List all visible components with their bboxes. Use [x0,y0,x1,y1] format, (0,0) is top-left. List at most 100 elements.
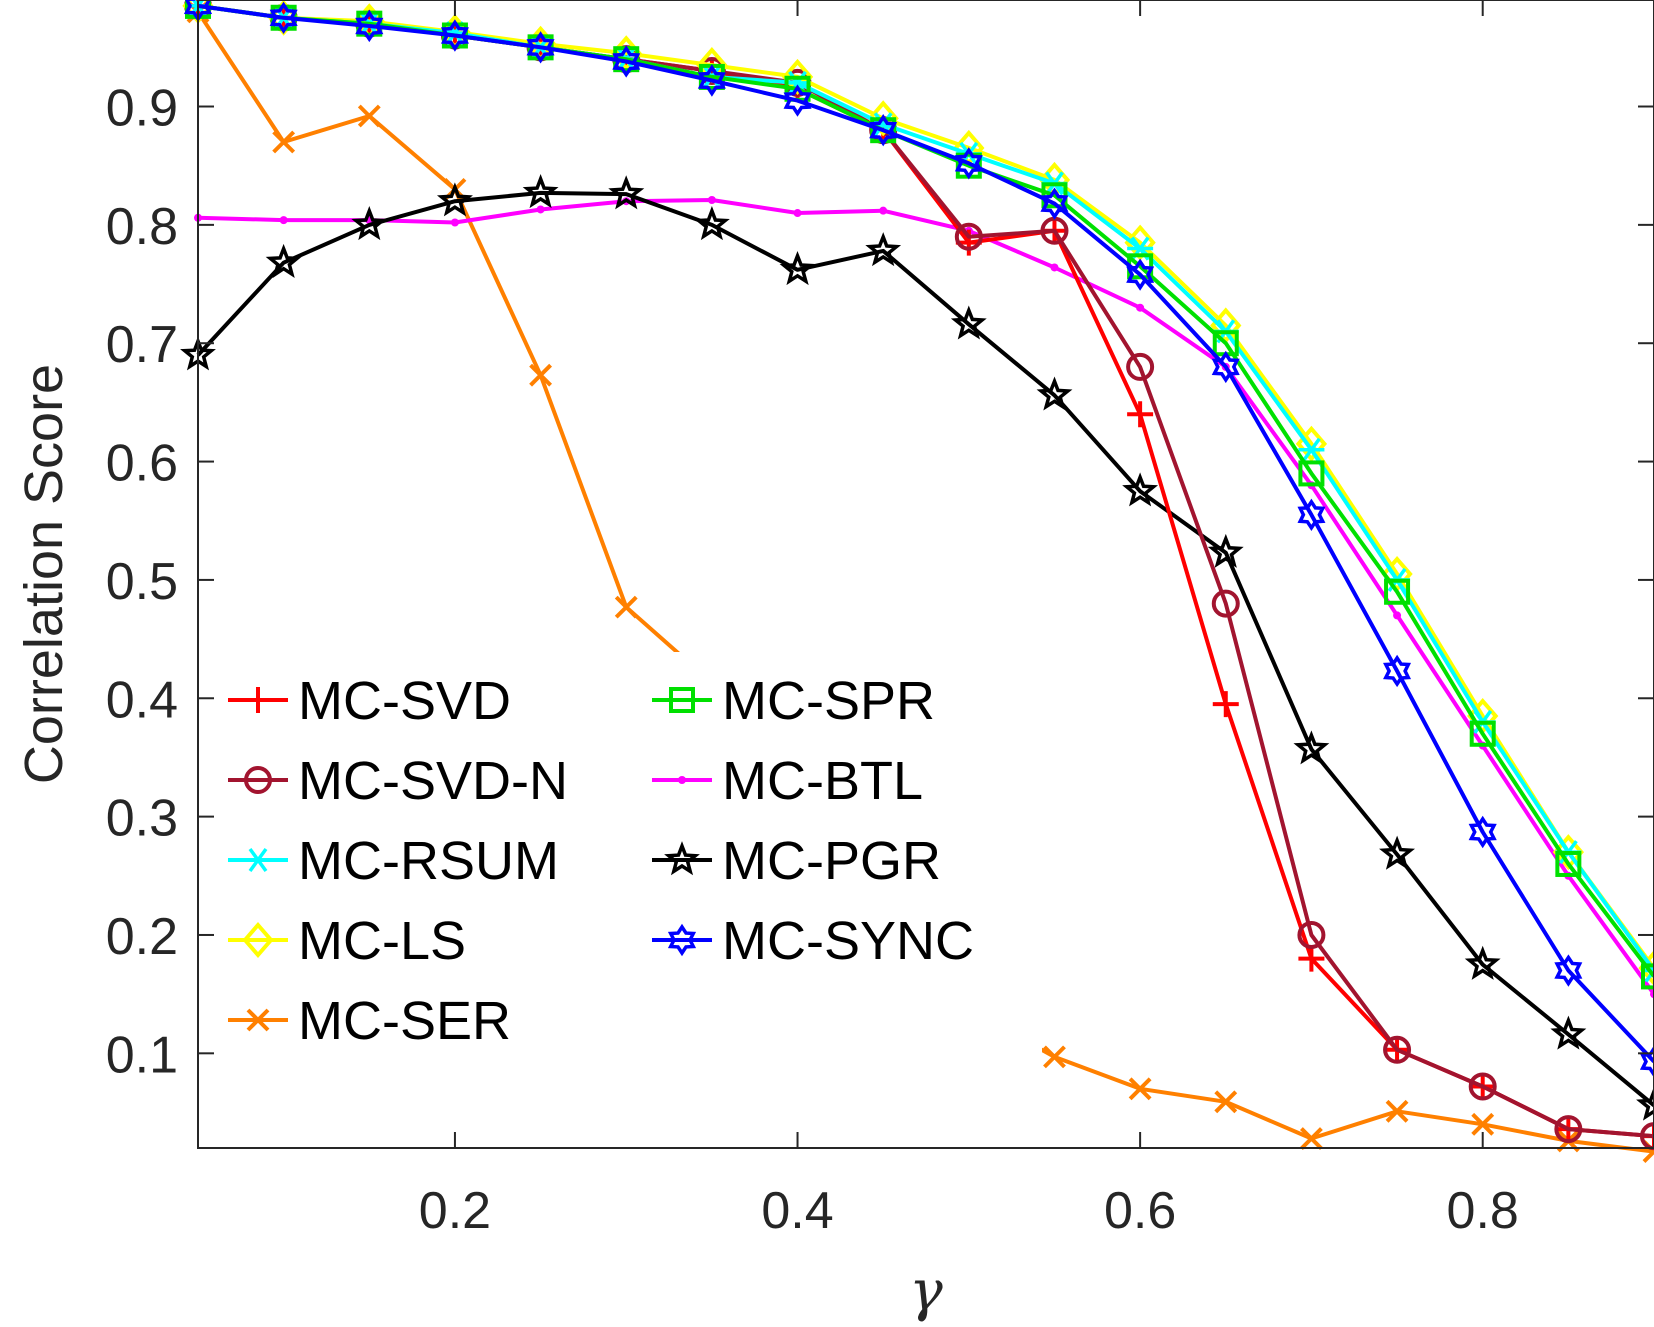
mc-btl-point [1136,303,1145,312]
mc-btl-point [707,196,716,205]
mc-ser-point [1128,1077,1152,1101]
y-tick-label: 0.5 [106,553,178,611]
mc-sync-point [1126,258,1155,291]
mc-btl-point [279,216,288,225]
mc-ser-point [1471,1112,1495,1136]
mc-btl-point [536,205,545,214]
y-tick-label: 0.8 [106,198,178,256]
legend-entry-mc-pgr: MC-PGR [652,831,941,891]
mc-spr-point [1469,720,1496,747]
mc-sync-point [612,45,641,78]
mc-pgr-point [1379,835,1416,870]
mc-ser-point [529,363,553,387]
mc-sync-point [269,1,298,34]
mc-pgr-point [1207,533,1244,568]
mc-ser-point [1214,1090,1238,1114]
mc-svd-n-point [1640,1122,1654,1151]
legend-swatch-marker [246,1008,270,1032]
plot-frame [197,0,1654,1149]
mc-sync-point [1554,954,1583,987]
mc-pgr-point [1464,945,1501,980]
legend-swatch-marker [244,766,272,794]
mc-btl-point [1050,263,1059,272]
mc-spr-point [1298,460,1325,487]
mc-sync-point [526,31,555,64]
mc-svd-point [1127,401,1154,428]
mc-ser-point [1299,1127,1323,1150]
legend-entry-mc-rsum: MC-RSUM [228,831,559,891]
mc-svd-n-point [1468,1072,1497,1101]
mc-ser-point [1385,1099,1409,1123]
x-tick-label: 0.4 [761,1182,833,1240]
mc-sync-point [954,147,983,180]
mc-ser-point [357,104,381,128]
legend-label: MC-SVD [298,671,511,731]
mc-sync-point [1639,1045,1654,1078]
x-axis-title: γ [909,1259,943,1324]
tick-layer: 0.2 0.4 0.6 0.8 0.1 0.2 0.3 0.4 0.5 0.6 0.7 0.8 0.9 [106,0,1654,1240]
mc-sync-line [197,3,1654,1063]
mc-btl-point [1393,611,1402,620]
mc-btl-point [793,209,802,218]
mc-pgr-point [779,250,816,286]
mc-pgr-point [950,305,987,340]
y-tick-label: 0.4 [106,671,178,729]
mc-btl-line [197,198,1654,996]
x-tick-label: 0.6 [1104,1182,1176,1240]
legend-label: MC-BTL [722,751,923,811]
legend-box [222,652,1042,1072]
y-axis-title: Correlation Score [14,364,74,784]
mc-svd-n-point [1297,920,1326,949]
series-mc-sync [183,0,1654,1078]
y-tick-label: 0.9 [106,80,178,138]
mc-svd-n-point [1126,352,1155,381]
mc-sync-point [355,9,384,43]
mc-pgr-point [351,206,388,241]
mc-svd-n-point [1211,589,1240,618]
legend-entry-mc-svd: MC-SVD [228,671,511,731]
legend-entry-mc-spr: MC-SPR [652,671,935,731]
mc-ls-point [1124,224,1156,261]
mc-pgr-point [1293,730,1330,765]
mc-ser-point [614,595,638,619]
legend-swatch-marker [667,923,697,957]
legend-swatch-marker [678,776,686,784]
mc-sync-point [1297,498,1326,531]
legend-label: MC-SVD-N [298,751,568,811]
x-tick-label: 0.2 [419,1182,491,1240]
legend-label: MC-RSUM [298,831,559,891]
mc-sync-point [1211,350,1240,384]
legend-label: MC-PGR [722,831,941,891]
legend-entry-mc-ser: MC-SER [228,991,511,1051]
y-tick-label: 0.3 [106,790,178,848]
mc-svd-n-point [1383,1035,1412,1064]
legend-swatch-marker [245,847,271,873]
legend: MC-SVD MC-SVD-N MC-RSUM MC-LS MC-SER MC-SPR MC… [222,652,1042,1072]
mc-rsum-point [1298,437,1325,462]
mc-sync-point [783,84,812,117]
series-layer [180,0,1654,1163]
mc-pgr-point [1550,1015,1587,1050]
mc-spr-point [1555,850,1582,877]
mc-svd-point [1212,691,1239,718]
mc-sync-point [440,19,469,52]
legend-swatch-marker [242,921,274,959]
mc-svd-n-point [1554,1115,1583,1144]
mc-rsum-point [1641,958,1654,983]
x-tick-label: 0.8 [1447,1182,1519,1240]
y-tick-label: 0.2 [106,908,178,966]
legend-swatch-marker [245,687,271,713]
mc-pgr-point [522,173,559,209]
legend-entry-mc-btl: MC-BTL [652,751,923,811]
mc-pgr-point [265,243,302,279]
mc-spr-point [1384,578,1411,605]
mc-svd-n-point [954,222,983,251]
legend-swatch-marker [669,687,695,713]
mc-spr-point [1041,182,1068,209]
y-tick-label: 0.7 [106,316,178,374]
mc-pgr-point [436,182,473,217]
mc-pgr-point [865,232,902,267]
mc-ls-point [867,100,899,137]
mc-pgr-line [196,190,1654,1107]
